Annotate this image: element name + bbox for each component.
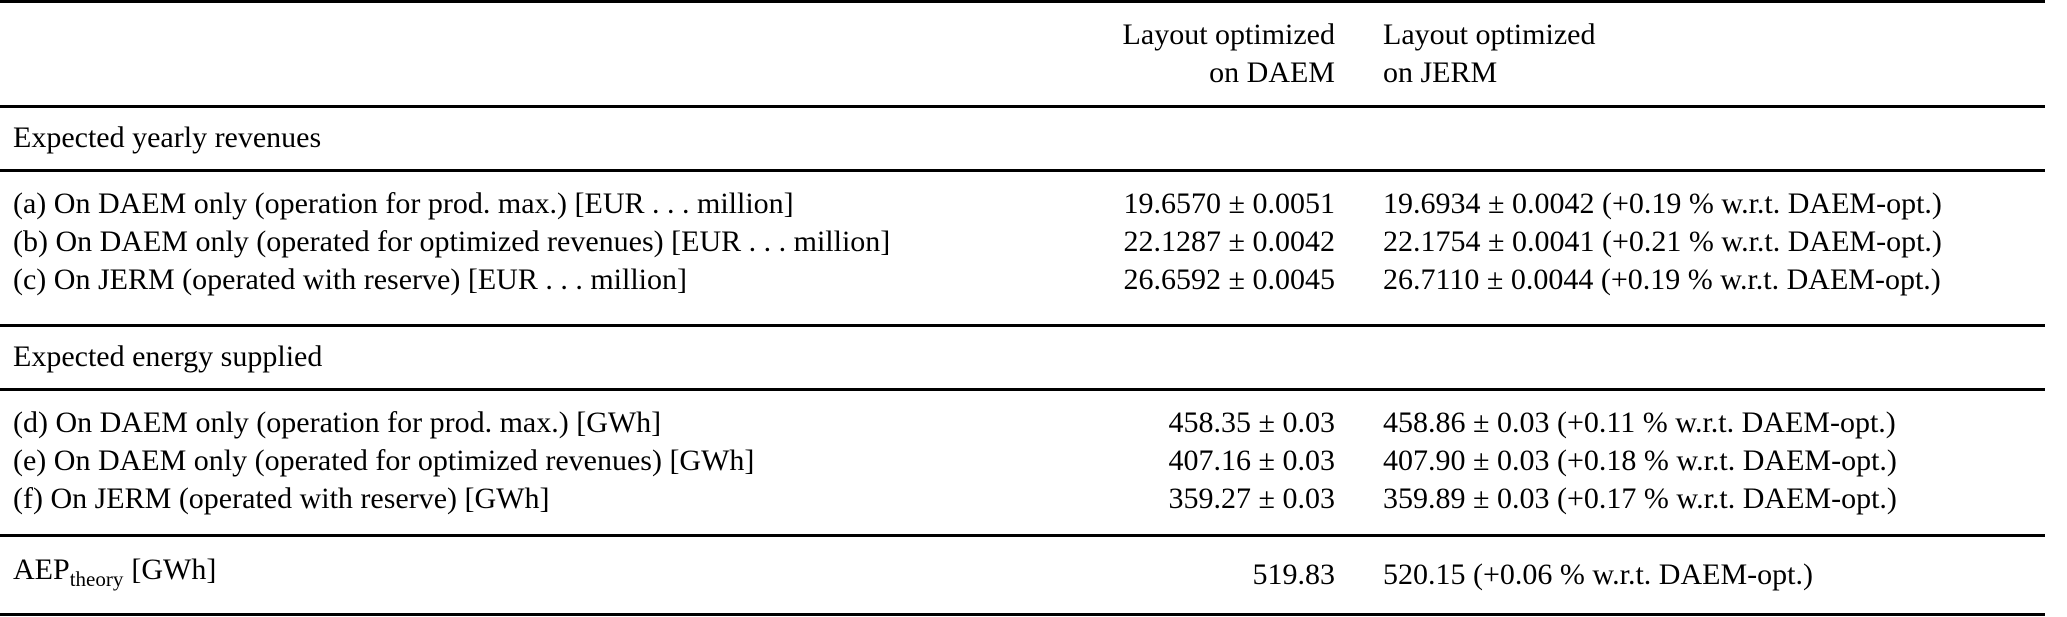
daem-value: 407.16 ± 0.03 xyxy=(1168,444,1335,477)
row-label: (c) On JERM (operated with reserve) [EUR… xyxy=(0,261,1030,327)
row-label: (e) On DAEM only (operated for optimized… xyxy=(13,444,755,477)
col-header-daem: Layout optimized on DAEM xyxy=(1030,1,1335,108)
aep-unit: [GWh] xyxy=(131,553,217,586)
section-title-revenues: Expected yearly revenues xyxy=(0,106,2045,172)
section-title-energy: Expected energy supplied xyxy=(0,325,2045,391)
col-header-daem-line1: Layout optimized xyxy=(1122,18,1335,51)
daem-value: 519.83 xyxy=(1030,535,1335,616)
daem-value: 22.1287 ± 0.0042 xyxy=(1123,225,1335,258)
row-label: (a) On DAEM only (operation for prod. ma… xyxy=(13,187,794,220)
aep-label: AEPtheory [GWh] xyxy=(0,535,1030,616)
table-row-c: (c) On JERM (operated with reserve) [EUR… xyxy=(0,261,2045,327)
table-row-e: (e) On DAEM only (operated for optimized… xyxy=(0,442,2045,480)
aep-theory-row: AEPtheory [GWh] 519.83 520.15 (+0.06 % w.… xyxy=(0,535,2045,616)
col-header-jerm-line1: Layout optimized xyxy=(1383,18,1596,51)
jerm-value: 26.7110 ± 0.0044 (+0.19 % w.r.t. DAEM-op… xyxy=(1335,261,2045,327)
jerm-value: 520.15 (+0.06 % w.r.t. DAEM-opt.) xyxy=(1335,535,2045,616)
table-row-b: (b) On DAEM only (operated for optimized… xyxy=(0,223,2045,261)
col-header-daem-line2: on DAEM xyxy=(1209,56,1335,89)
row-label: (d) On DAEM only (operation for prod. ma… xyxy=(13,406,662,439)
aep-subscript: theory xyxy=(69,567,124,591)
header-empty-cell xyxy=(0,1,1030,108)
jerm-value: 407.90 ± 0.03 (+0.18 % w.r.t. DAEM-opt.) xyxy=(1383,444,1897,477)
jerm-value: 359.89 ± 0.03 (+0.17 % w.r.t. DAEM-opt.) xyxy=(1335,480,2045,537)
daem-value: 19.6570 ± 0.0051 xyxy=(1123,187,1335,220)
table-header-row: Layout optimized on DAEM Layout optimize… xyxy=(0,1,2045,108)
col-header-jerm: Layout optimized on JERM xyxy=(1335,1,2045,108)
daem-value: 26.6592 ± 0.0045 xyxy=(1030,261,1335,327)
jerm-value: 22.1754 ± 0.0041 (+0.21 % w.r.t. DAEM-op… xyxy=(1383,225,1942,258)
col-header-jerm-line2: on JERM xyxy=(1383,56,1498,89)
jerm-value: 19.6934 ± 0.0042 (+0.19 % w.r.t. DAEM-op… xyxy=(1383,187,1942,220)
section-title: Expected energy supplied xyxy=(0,325,2045,391)
row-label: (f) On JERM (operated with reserve) [GWh… xyxy=(0,480,1030,537)
table-row-f: (f) On JERM (operated with reserve) [GWh… xyxy=(0,480,2045,537)
daem-value: 359.27 ± 0.03 xyxy=(1030,480,1335,537)
table-row-a: (a) On DAEM only (operation for prod. ma… xyxy=(0,171,2045,224)
jerm-value: 458.86 ± 0.03 (+0.11 % w.r.t. DAEM-opt.) xyxy=(1383,406,1896,439)
aep-label-main: AEP xyxy=(13,553,70,586)
table-row-d: (d) On DAEM only (operation for prod. ma… xyxy=(0,390,2045,443)
row-label: (b) On DAEM only (operated for optimized… xyxy=(13,225,891,258)
daem-value: 458.35 ± 0.03 xyxy=(1168,406,1335,439)
section-title: Expected yearly revenues xyxy=(0,106,2045,172)
